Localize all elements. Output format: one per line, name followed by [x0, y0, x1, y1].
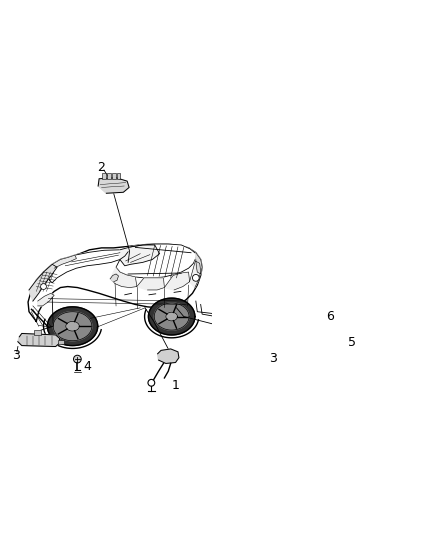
- Polygon shape: [38, 293, 54, 306]
- Polygon shape: [166, 312, 177, 321]
- Bar: [34, 330, 41, 335]
- Polygon shape: [250, 337, 290, 351]
- Circle shape: [74, 355, 81, 363]
- Polygon shape: [120, 245, 159, 266]
- Bar: [313, 322, 325, 328]
- Bar: [58, 340, 64, 344]
- Polygon shape: [110, 274, 118, 282]
- Polygon shape: [154, 303, 189, 330]
- Text: 4: 4: [83, 360, 91, 373]
- Bar: [290, 342, 297, 348]
- Polygon shape: [18, 334, 60, 346]
- Bar: [339, 336, 347, 341]
- Polygon shape: [190, 261, 201, 287]
- Polygon shape: [164, 272, 190, 290]
- Text: 1: 1: [172, 379, 180, 392]
- Polygon shape: [66, 321, 79, 331]
- Polygon shape: [47, 307, 98, 345]
- Polygon shape: [196, 253, 202, 274]
- Polygon shape: [52, 255, 76, 268]
- Circle shape: [148, 379, 155, 386]
- Polygon shape: [98, 178, 129, 193]
- Bar: [102, 173, 106, 179]
- Text: 3: 3: [269, 352, 277, 365]
- Polygon shape: [148, 298, 195, 335]
- Polygon shape: [53, 312, 92, 341]
- Bar: [112, 173, 116, 179]
- Text: 5: 5: [348, 336, 356, 349]
- Bar: [117, 173, 120, 179]
- Polygon shape: [116, 244, 197, 278]
- Bar: [325, 324, 328, 327]
- Circle shape: [192, 274, 199, 281]
- Circle shape: [41, 284, 46, 289]
- Text: 2: 2: [97, 161, 105, 174]
- Polygon shape: [49, 250, 125, 282]
- Bar: [107, 173, 111, 179]
- Polygon shape: [110, 267, 137, 287]
- Text: 3: 3: [12, 349, 20, 362]
- Polygon shape: [29, 264, 57, 301]
- Text: 6: 6: [326, 310, 334, 323]
- Polygon shape: [137, 278, 164, 290]
- Polygon shape: [28, 244, 202, 321]
- Polygon shape: [158, 349, 179, 364]
